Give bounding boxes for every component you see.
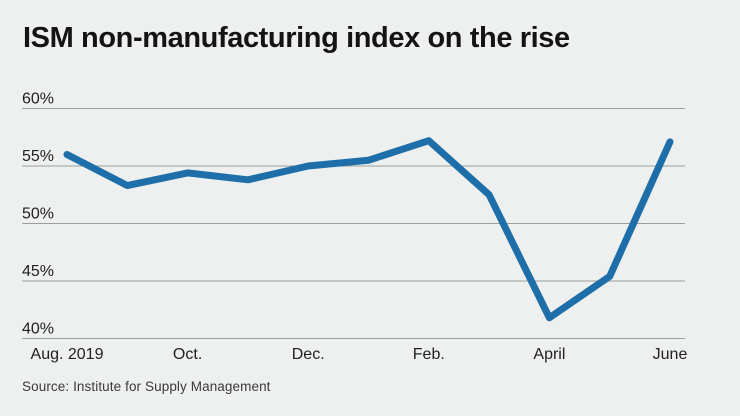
x-axis-tick-label: Oct. <box>173 346 202 363</box>
x-axis-tick-label: Dec. <box>292 346 325 363</box>
y-axis-tick-label: 50% <box>22 206 54 223</box>
y-axis-tick-label: 55% <box>22 148 54 165</box>
y-axis-tick-label: 45% <box>22 263 54 280</box>
data-line <box>63 137 674 322</box>
y-axis-tick-label: 60% <box>22 91 54 108</box>
x-axis-tick-label: June <box>653 346 688 363</box>
y-axis-tick-label: 40% <box>22 321 54 338</box>
chart-title: ISM non-manufacturing index on the rise <box>23 22 570 54</box>
x-axis-tick-label: April <box>533 346 565 363</box>
x-axis-tick-label: Aug. 2019 <box>31 346 104 363</box>
source-note: Source: Institute for Supply Management <box>22 379 271 394</box>
x-axis-tick-label: Feb. <box>413 346 445 363</box>
